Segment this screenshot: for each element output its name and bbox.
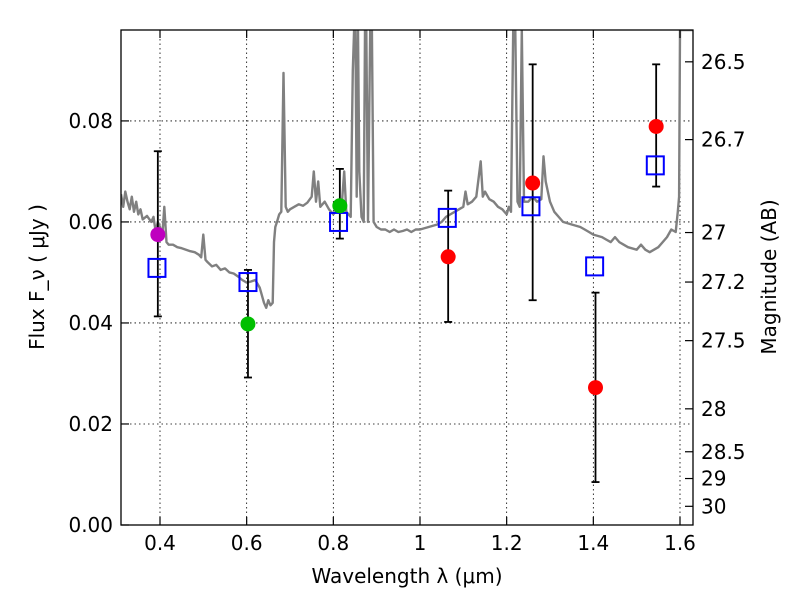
observed-points — [150, 118, 664, 396]
x-tick-label: 0.4 — [144, 531, 176, 555]
observed-point — [240, 316, 256, 332]
right-tick-label: 26.5 — [701, 50, 746, 74]
plot-frame — [120, 29, 694, 526]
model-square — [147, 257, 167, 278]
y-tick-label: 0.02 — [68, 412, 113, 436]
y-tick-label: 0.00 — [68, 513, 113, 537]
right-tick-label: 28 — [701, 397, 726, 421]
model-squares — [147, 155, 665, 293]
x-tick-label: 1 — [414, 531, 427, 555]
model-spectrum-layer — [121, 30, 693, 309]
x-tick-label: 0.8 — [317, 531, 349, 555]
x-axis-title: Wavelength λ (μm) — [311, 564, 502, 588]
y-axis-title-right: Magnitude (AB) — [757, 199, 781, 354]
observed-point — [440, 249, 456, 265]
right-tick-label: 27.5 — [701, 329, 746, 353]
observed-point — [332, 198, 348, 214]
x-tick-label: 1.4 — [577, 531, 609, 555]
observed-point — [150, 227, 166, 243]
x-tick-label: 1.6 — [664, 531, 696, 555]
y-tick-label: 0.04 — [68, 311, 113, 335]
model-spectrum-line — [121, 30, 693, 309]
right-tick-label: 27 — [701, 221, 726, 245]
y-tick-label: 0.06 — [68, 210, 113, 234]
right-tick-label: 29 — [701, 467, 726, 491]
y-axis-title: Flux F_ν ( μJy ) — [25, 204, 49, 350]
x-tick-label: 0.6 — [231, 531, 263, 555]
model-square — [521, 196, 541, 217]
right-tick-label: 28.5 — [701, 440, 746, 464]
right-tick-label: 30 — [701, 494, 726, 518]
observed-point — [525, 175, 541, 191]
model-square — [585, 256, 605, 277]
axis-ticks: 0.4 0.6 0.8 1 1.2 1.4 1.6 0.00 0.02 0.04 0.06 0.08 2… — [68, 30, 746, 555]
right-tick-label: 26.7 — [701, 128, 746, 152]
model-square — [238, 272, 258, 293]
model-square — [645, 155, 665, 176]
observed-point — [588, 380, 603, 396]
x-tick-label: 1.2 — [491, 531, 523, 555]
right-tick-label: 27.2 — [701, 270, 746, 294]
observed-point — [648, 118, 664, 134]
model-square — [437, 207, 457, 228]
y-tick-label: 0.08 — [68, 109, 113, 133]
